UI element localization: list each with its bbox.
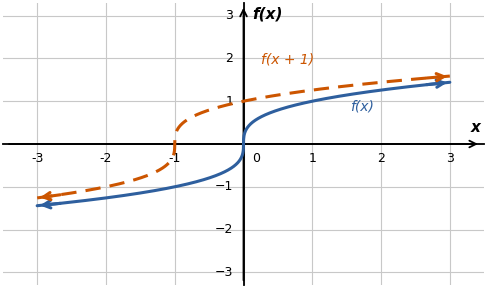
Text: −1: −1 bbox=[215, 180, 233, 193]
Text: f(x): f(x) bbox=[350, 100, 374, 114]
Text: f(x + 1): f(x + 1) bbox=[261, 52, 314, 67]
Text: x: x bbox=[471, 120, 481, 134]
Text: 1: 1 bbox=[225, 95, 233, 108]
Text: f(x): f(x) bbox=[252, 6, 282, 21]
Text: -1: -1 bbox=[169, 152, 181, 165]
Text: 2: 2 bbox=[377, 152, 385, 165]
Text: -3: -3 bbox=[31, 152, 43, 165]
Text: 0: 0 bbox=[252, 152, 260, 165]
Text: 1: 1 bbox=[308, 152, 316, 165]
Text: −2: −2 bbox=[215, 223, 233, 236]
Text: 2: 2 bbox=[225, 52, 233, 65]
Text: 3: 3 bbox=[446, 152, 454, 165]
Text: -2: -2 bbox=[100, 152, 112, 165]
Text: 3: 3 bbox=[225, 9, 233, 22]
Text: −3: −3 bbox=[215, 266, 233, 279]
